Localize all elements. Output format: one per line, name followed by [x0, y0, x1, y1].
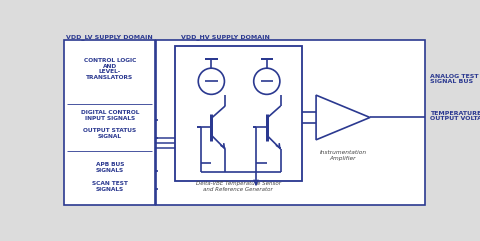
Text: ANALOG TEST
SIGNAL BUS: ANALOG TEST SIGNAL BUS — [430, 74, 479, 84]
Text: Delta-VBE Temperature Sensor
and Reference Generator: Delta-VBE Temperature Sensor and Referen… — [196, 181, 281, 192]
Text: CONTROL LOGIC
AND
LEVEL-
TRANSLATORS: CONTROL LOGIC AND LEVEL- TRANSLATORS — [84, 58, 136, 80]
Text: APB BUS
SIGNALS: APB BUS SIGNALS — [96, 162, 124, 173]
Circle shape — [254, 68, 280, 94]
Text: TEMPERATURE DEPENDENT
OUTPUT VOLTAGE, VT₁: TEMPERATURE DEPENDENT OUTPUT VOLTAGE, VT… — [430, 111, 480, 121]
Circle shape — [198, 68, 225, 94]
Text: VDD_LV SUPPLY DOMAIN: VDD_LV SUPPLY DOMAIN — [66, 34, 153, 40]
Bar — [175, 46, 302, 181]
Text: SCAN TEST
SIGNALS: SCAN TEST SIGNALS — [92, 181, 128, 192]
Polygon shape — [316, 95, 370, 140]
Text: DIGITAL CONTROL
INPUT SIGNALS: DIGITAL CONTROL INPUT SIGNALS — [81, 110, 139, 120]
Text: VDD_HV SUPPLY DOMAIN: VDD_HV SUPPLY DOMAIN — [181, 34, 270, 40]
Bar — [64, 40, 155, 205]
Text: OUTPUT STATUS
SIGNAL: OUTPUT STATUS SIGNAL — [83, 128, 136, 139]
Text: Instrumentation
Amplifier: Instrumentation Amplifier — [320, 150, 367, 161]
Bar — [156, 40, 425, 205]
